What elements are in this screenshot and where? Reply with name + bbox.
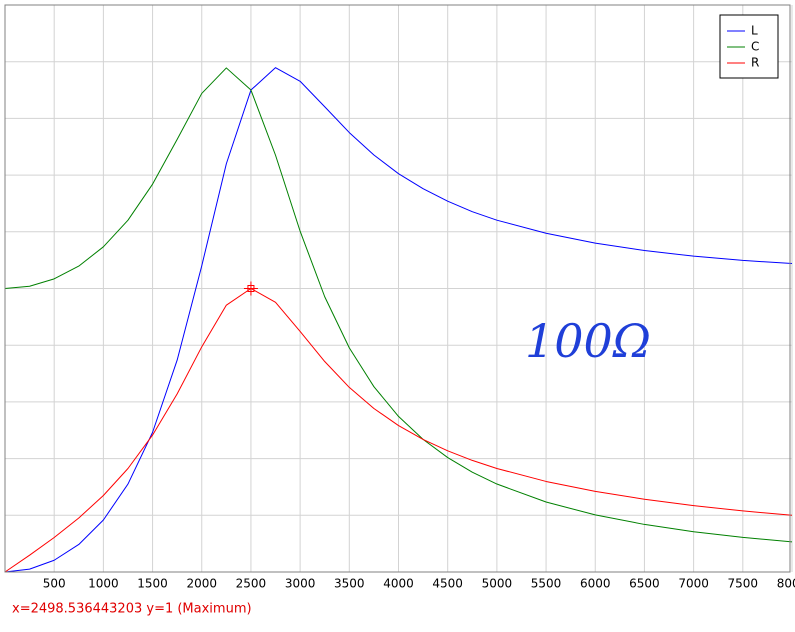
handwritten-annotation: 100Ω bbox=[525, 314, 651, 368]
x-tick-label: 500 bbox=[43, 577, 66, 591]
x-tick-label: 5500 bbox=[531, 577, 562, 591]
plot bbox=[4, 67, 793, 573]
x-tick-label: 1000 bbox=[88, 577, 119, 591]
x-tick-label: 3500 bbox=[334, 577, 365, 591]
grid bbox=[5, 5, 793, 572]
x-tick-label: 1500 bbox=[137, 577, 168, 591]
x-tick-label: 8000 bbox=[777, 577, 795, 591]
x-tick-label: 2500 bbox=[236, 577, 267, 591]
legend: LCR bbox=[719, 14, 779, 79]
x-tick-label: 7000 bbox=[678, 577, 709, 591]
series-line bbox=[4, 288, 793, 573]
series-line bbox=[4, 67, 793, 543]
x-tick-label: 7500 bbox=[728, 577, 759, 591]
x-tick-label: 4500 bbox=[432, 577, 463, 591]
x-tick-label: 3000 bbox=[285, 577, 316, 591]
x-tick-label: 6500 bbox=[629, 577, 660, 591]
series-line bbox=[4, 67, 793, 573]
legend-label: C bbox=[751, 40, 759, 54]
legend-label: L bbox=[751, 24, 758, 38]
x-tick-label: 5000 bbox=[482, 577, 513, 591]
x-tick-label: 6000 bbox=[580, 577, 611, 591]
legend-label: R bbox=[751, 56, 759, 70]
x-tick-label: 2000 bbox=[186, 577, 217, 591]
x-tick-label: 4000 bbox=[383, 577, 414, 591]
status-text: x=2498.536443203 y=1 (Maximum) bbox=[12, 602, 252, 617]
max-marker bbox=[243, 281, 258, 296]
plot-frame bbox=[4, 4, 791, 573]
